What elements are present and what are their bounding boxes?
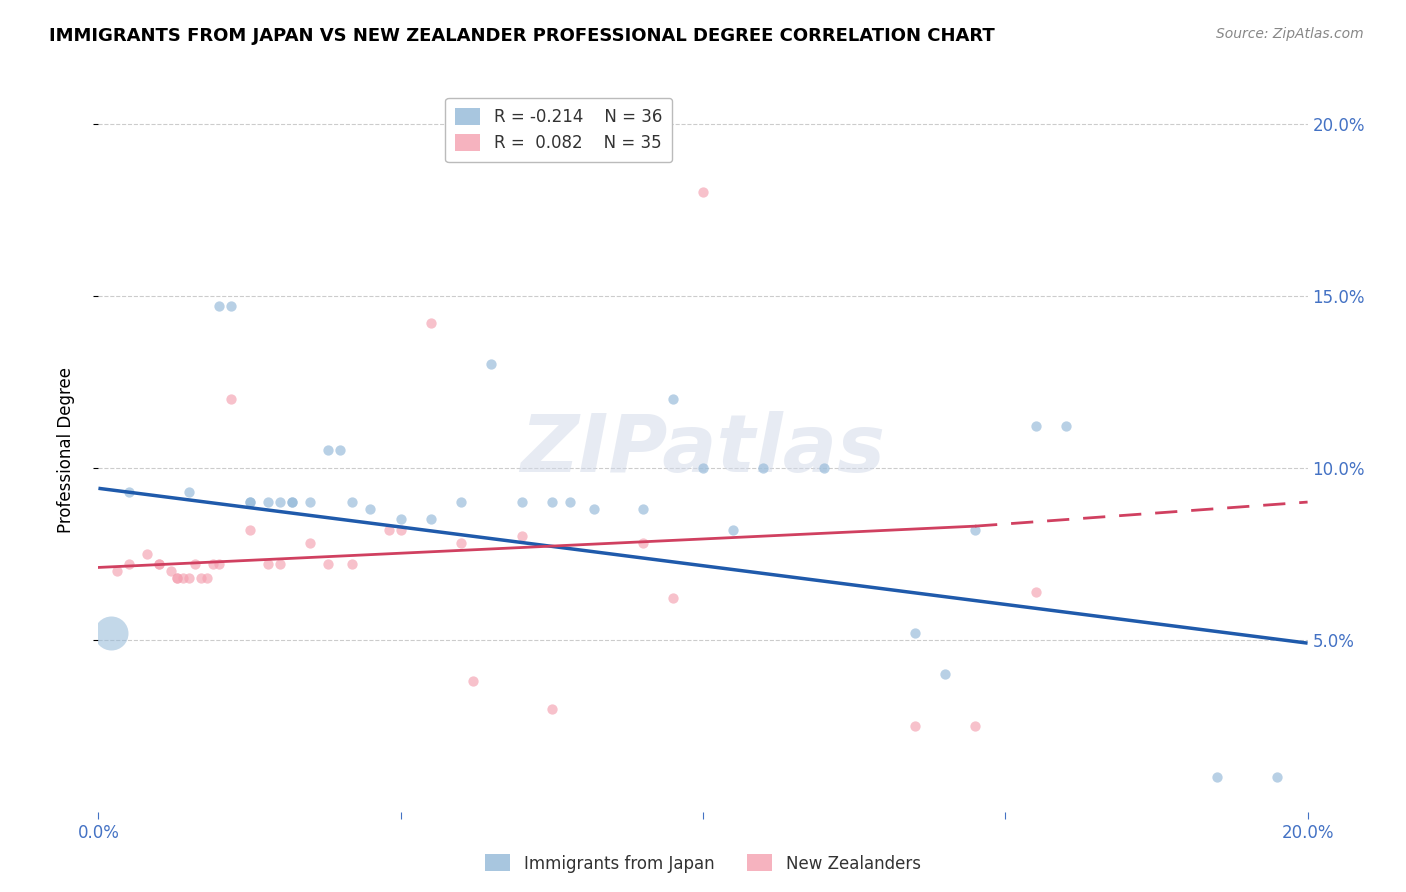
Point — [316, 443, 339, 458]
Point — [281, 495, 304, 509]
Point — [118, 484, 141, 499]
Point — [540, 701, 562, 715]
Text: Source: ZipAtlas.com: Source: ZipAtlas.com — [1216, 27, 1364, 41]
Point — [450, 536, 472, 550]
Point — [299, 536, 322, 550]
Legend: Immigrants from Japan, New Zealanders: Immigrants from Japan, New Zealanders — [478, 847, 928, 880]
Point — [160, 564, 183, 578]
Point — [329, 443, 352, 458]
Point — [1267, 770, 1289, 784]
Point — [510, 529, 533, 543]
Point — [377, 523, 399, 537]
Point — [239, 495, 262, 509]
Point — [463, 673, 485, 688]
Point — [166, 571, 188, 585]
Point — [558, 495, 581, 509]
Point — [269, 557, 291, 571]
Point — [1024, 584, 1046, 599]
Point — [172, 571, 194, 585]
Point — [256, 495, 278, 509]
Point — [723, 523, 745, 537]
Point — [813, 460, 835, 475]
Point — [342, 495, 364, 509]
Point — [965, 719, 987, 733]
Text: IMMIGRANTS FROM JAPAN VS NEW ZEALANDER PROFESSIONAL DEGREE CORRELATION CHART: IMMIGRANTS FROM JAPAN VS NEW ZEALANDER P… — [49, 27, 995, 45]
Point — [166, 571, 188, 585]
Y-axis label: Professional Degree: Professional Degree — [56, 368, 75, 533]
Point — [692, 186, 714, 200]
Point — [692, 460, 714, 475]
Point — [583, 502, 606, 516]
Point — [299, 495, 322, 509]
Point — [118, 557, 141, 571]
Point — [389, 512, 412, 526]
Point — [239, 523, 262, 537]
Point — [661, 392, 683, 406]
Point — [148, 557, 170, 571]
Text: ZIPatlas: ZIPatlas — [520, 411, 886, 490]
Point — [481, 358, 503, 372]
Point — [342, 557, 364, 571]
Point — [965, 523, 987, 537]
Point — [631, 502, 654, 516]
Point — [420, 512, 443, 526]
Point — [904, 719, 927, 733]
Point — [281, 495, 304, 509]
Point — [208, 299, 231, 313]
Point — [135, 547, 157, 561]
Point — [934, 667, 956, 681]
Point — [1206, 770, 1229, 784]
Point — [510, 495, 533, 509]
Point — [195, 571, 218, 585]
Point — [631, 536, 654, 550]
Point — [450, 495, 472, 509]
Point — [239, 495, 262, 509]
Point — [904, 625, 927, 640]
Point — [316, 557, 339, 571]
Point — [540, 495, 562, 509]
Point — [360, 502, 382, 516]
Point — [1024, 419, 1046, 434]
Point — [752, 460, 775, 475]
Point — [179, 484, 201, 499]
Point — [389, 523, 412, 537]
Point — [208, 557, 231, 571]
Legend: R = -0.214    N = 36, R =  0.082    N = 35: R = -0.214 N = 36, R = 0.082 N = 35 — [446, 97, 672, 162]
Point — [661, 591, 683, 606]
Point — [221, 299, 243, 313]
Point — [221, 392, 243, 406]
Point — [148, 557, 170, 571]
Point — [105, 564, 128, 578]
Point — [100, 625, 122, 640]
Point — [202, 557, 225, 571]
Point — [256, 557, 278, 571]
Point — [190, 571, 212, 585]
Point — [1054, 419, 1077, 434]
Point — [184, 557, 207, 571]
Point — [420, 316, 443, 330]
Point — [179, 571, 201, 585]
Point — [269, 495, 291, 509]
